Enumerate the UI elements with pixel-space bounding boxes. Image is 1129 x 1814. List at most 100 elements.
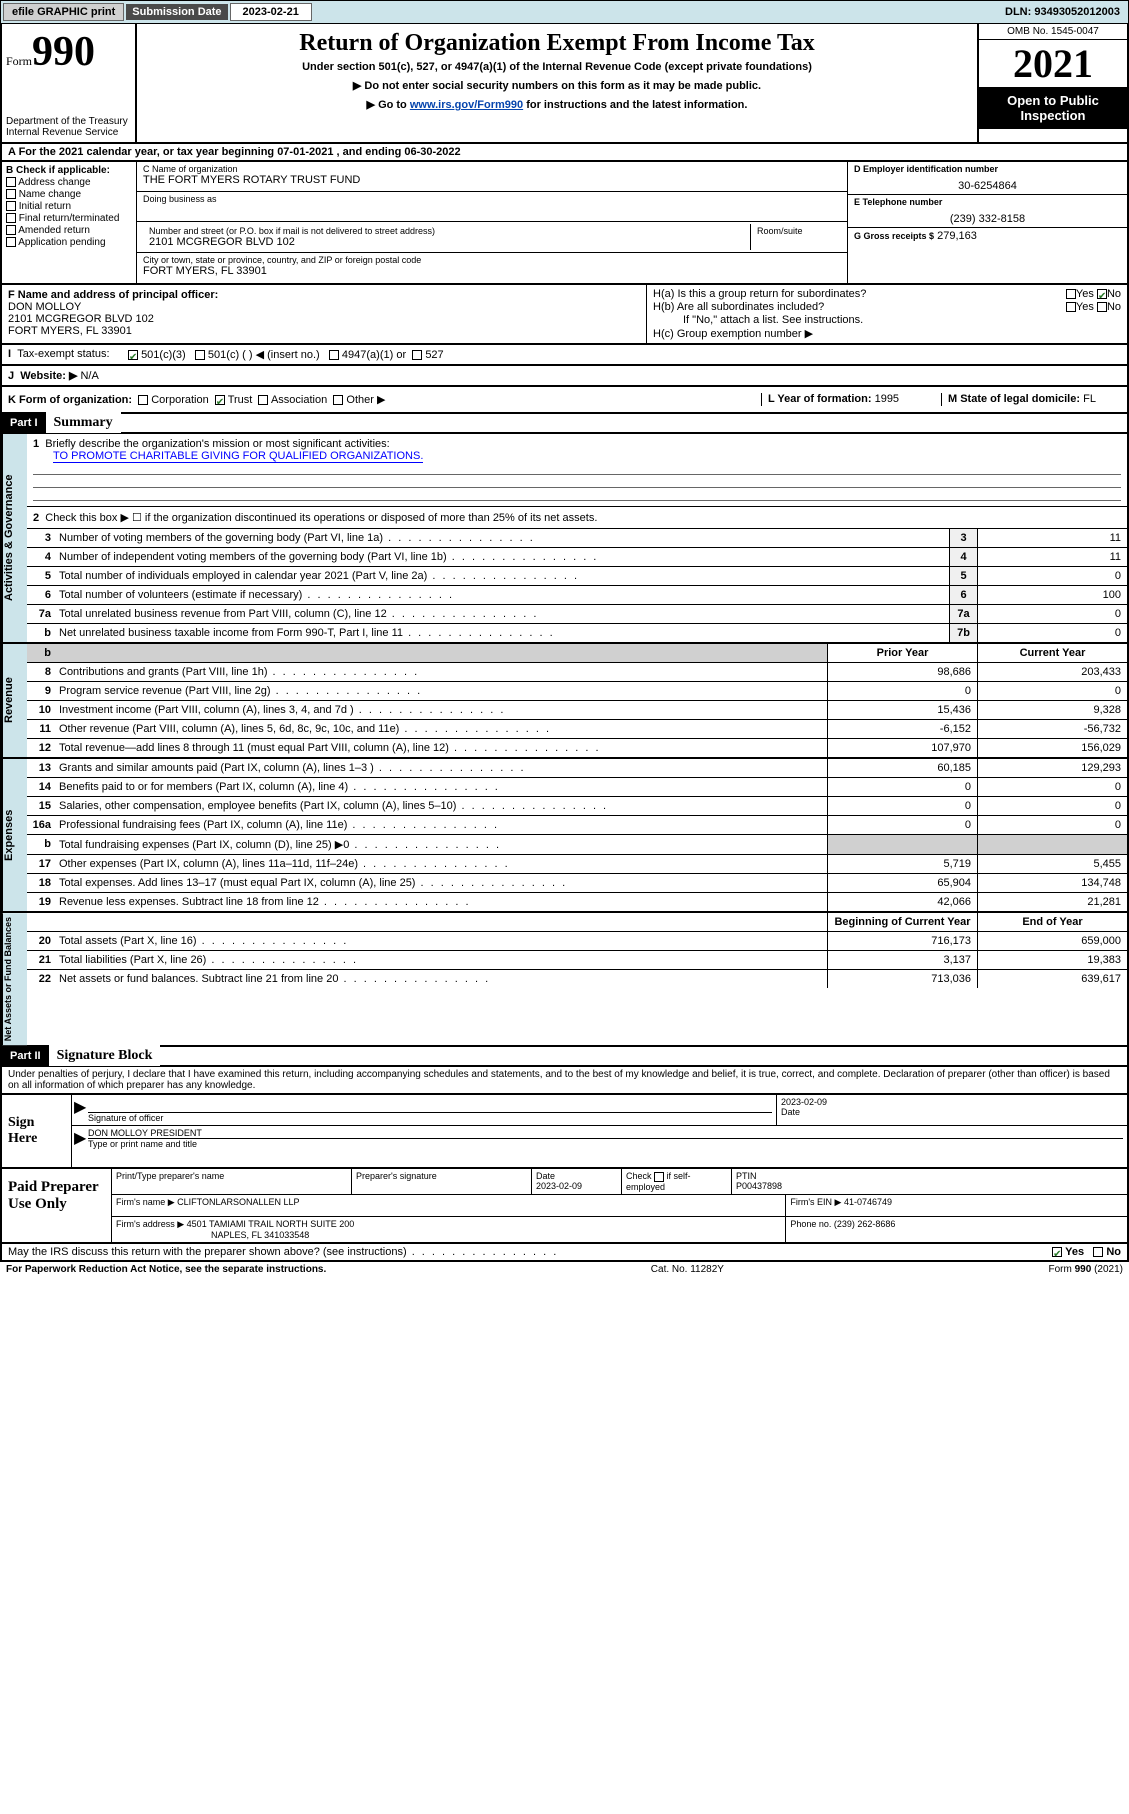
paperwork-notice: For Paperwork Reduction Act Notice, see …	[6, 1264, 326, 1275]
chk-initial-return[interactable]	[6, 201, 16, 211]
omb-number: OMB No. 1545-0047	[979, 24, 1127, 40]
state-domicile: FL	[1083, 393, 1096, 405]
hb-note: If "No," attach a list. See instructions…	[653, 314, 1121, 326]
vtab-revenue: Revenue	[2, 644, 27, 757]
chk-corp[interactable]	[138, 395, 148, 405]
preparer-sig-hdr: Preparer's signature	[352, 1169, 532, 1194]
chk-assoc[interactable]	[258, 395, 268, 405]
paid-preparer-label: Paid Preparer Use Only	[2, 1169, 112, 1242]
vtab-net-assets: Net Assets or Fund Balances	[2, 913, 27, 1045]
gross-receipts-value: 279,163	[937, 230, 977, 242]
officer-label: F Name and address of principal officer:	[8, 289, 640, 301]
revenue-row: 8 Contributions and grants (Part VIII, l…	[27, 663, 1127, 682]
expense-row: 16a Professional fundraising fees (Part …	[27, 816, 1127, 835]
gov-row: 7a Total unrelated business revenue from…	[27, 605, 1127, 624]
chk-name-change[interactable]	[6, 189, 16, 199]
vtab-expenses: Expenses	[2, 759, 27, 911]
part2-header: Part IISignature Block	[0, 1047, 1129, 1067]
expense-row: 18 Total expenses. Add lines 13–17 (must…	[27, 874, 1127, 893]
activities-governance: Activities & Governance 1 Briefly descri…	[0, 434, 1129, 644]
chk-final-return[interactable]	[6, 213, 16, 223]
prior-year-hdr: Prior Year	[827, 644, 977, 662]
chk-527[interactable]	[412, 350, 422, 360]
chk-application-pending[interactable]	[6, 237, 16, 247]
officer-name-title: DON MOLLOY PRESIDENT	[88, 1128, 1123, 1139]
arrow-icon: ▶	[72, 1095, 84, 1125]
ptin-value: P00437898	[736, 1181, 782, 1191]
goto-suffix: for instructions and the latest informat…	[523, 99, 747, 111]
phone-label: E Telephone number	[854, 197, 1121, 207]
gov-row: 6 Total number of volunteers (estimate i…	[27, 586, 1127, 605]
section-bc: B Check if applicable: Address change Na…	[0, 162, 1129, 285]
chk-self-employed[interactable]	[654, 1172, 664, 1182]
revenue-row: 9 Program service revenue (Part VIII, li…	[27, 682, 1127, 701]
boy-hdr: Beginning of Current Year	[827, 913, 977, 931]
current-year-hdr: Current Year	[977, 644, 1127, 662]
part1-header: Part ISummary	[0, 414, 1129, 434]
page-footer: For Paperwork Reduction Act Notice, see …	[0, 1262, 1129, 1277]
name-title-label: Type or print name and title	[88, 1139, 1123, 1149]
chk-trust[interactable]	[215, 395, 225, 405]
open-inspection: Open to Public Inspection	[979, 87, 1127, 129]
sig-officer-label: Signature of officer	[88, 1113, 772, 1123]
firm-phone: (239) 262-8686	[834, 1219, 896, 1229]
box-b-header: B Check if applicable:	[6, 165, 132, 176]
section-j: J Website: ▶ N/A	[0, 366, 1129, 387]
chk-4947[interactable]	[329, 350, 339, 360]
signature-declaration: Under penalties of perjury, I declare th…	[0, 1067, 1129, 1095]
sig-date: 2023-02-09	[781, 1097, 1123, 1107]
vtab-governance: Activities & Governance	[2, 434, 27, 642]
tax-year: 2021	[979, 40, 1127, 87]
chk-amended[interactable]	[6, 225, 16, 235]
officer-addr1: 2101 MCGREGOR BLVD 102	[8, 313, 640, 325]
mission-label: Briefly describe the organization's miss…	[45, 438, 389, 450]
hb-no[interactable]	[1097, 302, 1107, 312]
line2-text: Check this box ▶ ☐ if the organization d…	[45, 512, 597, 524]
goto-prefix: ▶ Go to	[367, 99, 410, 111]
gov-row: 4 Number of independent voting members o…	[27, 548, 1127, 567]
mission-text: TO PROMOTE CHARITABLE GIVING FOR QUALIFI…	[53, 450, 423, 463]
hb-yes[interactable]	[1066, 302, 1076, 312]
discuss-no[interactable]	[1093, 1247, 1103, 1257]
form-title: Return of Organization Exempt From Incom…	[145, 30, 969, 57]
gov-row: 3 Number of voting members of the govern…	[27, 529, 1127, 548]
discuss-yes[interactable]	[1052, 1247, 1062, 1257]
sig-date-label: Date	[781, 1107, 1123, 1117]
section-i: I Tax-exempt status: 501(c)(3) 501(c) ( …	[0, 345, 1129, 366]
year-formation: 1995	[875, 393, 899, 405]
dept-text: Department of the Treasury Internal Reve…	[6, 116, 131, 138]
ein-label: D Employer identification number	[854, 164, 1121, 174]
prep-date: 2023-02-09	[536, 1181, 582, 1191]
section-f: F Name and address of principal officer:…	[0, 285, 1129, 345]
officer-addr2: FORT MYERS, FL 33901	[8, 325, 640, 337]
efile-print-button[interactable]: efile GRAPHIC print	[3, 3, 124, 21]
chk-other[interactable]	[333, 395, 343, 405]
irs-link[interactable]: www.irs.gov/Form990	[410, 99, 523, 111]
dba-label: Doing business as	[143, 194, 841, 204]
hb-label: H(b) Are all subordinates included?	[653, 301, 824, 313]
row-a-tax-year: A For the 2021 calendar year, or tax yea…	[0, 144, 1129, 162]
dln-value: DLN: 93493052012003	[1005, 6, 1126, 18]
chk-501c3[interactable]	[128, 350, 138, 360]
ha-yes[interactable]	[1066, 289, 1076, 299]
gross-receipts-label: G Gross receipts $	[854, 231, 934, 241]
subtitle-1: Under section 501(c), 527, or 4947(a)(1)…	[145, 61, 969, 73]
org-name: THE FORT MYERS ROTARY TRUST FUND	[143, 174, 841, 186]
tax-status-label: Tax-exempt status:	[17, 348, 109, 360]
chk-501c[interactable]	[195, 350, 205, 360]
room-label: Room/suite	[757, 226, 835, 236]
chk-address-change[interactable]	[6, 177, 16, 187]
eoy-hdr: End of Year	[977, 913, 1127, 931]
expense-row: 15 Salaries, other compensation, employe…	[27, 797, 1127, 816]
paid-preparer-block: Paid Preparer Use Only Print/Type prepar…	[0, 1169, 1129, 1244]
net-assets-row: 20 Total assets (Part X, line 16) 716,17…	[27, 932, 1127, 951]
city-value: FORT MYERS, FL 33901	[143, 265, 841, 277]
discuss-text: May the IRS discuss this return with the…	[8, 1246, 407, 1258]
net-assets-row: 21 Total liabilities (Part X, line 26) 3…	[27, 951, 1127, 970]
sign-here-label: Sign Here	[2, 1095, 72, 1167]
sign-here-block: Sign Here ▶ Signature of officer 2023-02…	[0, 1095, 1129, 1169]
submission-date-value: 2023-02-21	[230, 3, 312, 21]
firm-addr2: NAPLES, FL 341033548	[116, 1230, 309, 1240]
expense-row: 13 Grants and similar amounts paid (Part…	[27, 759, 1127, 778]
ha-no[interactable]	[1097, 289, 1107, 299]
